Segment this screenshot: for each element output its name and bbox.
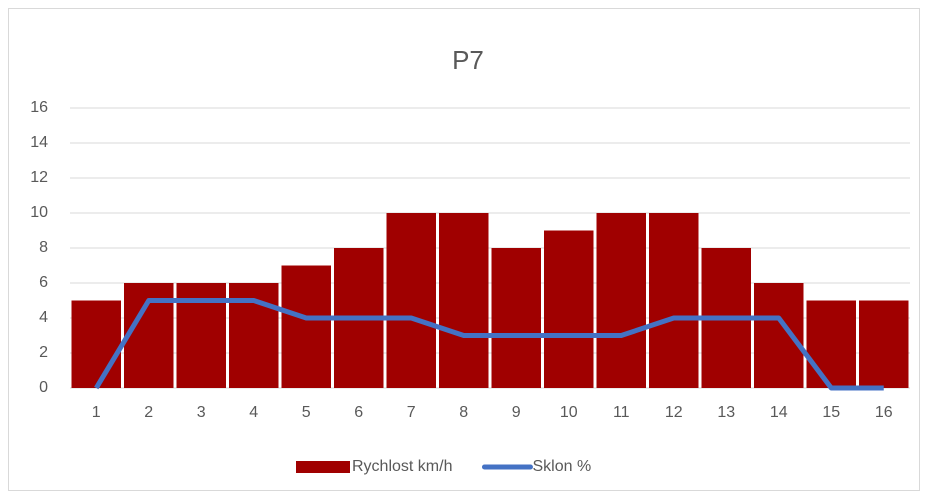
y-tick-label: 0 — [39, 379, 48, 396]
bar — [754, 283, 804, 388]
bar — [806, 300, 856, 388]
chart-title: P7 — [452, 45, 484, 75]
bar — [281, 265, 331, 388]
x-tick-label: 15 — [822, 404, 840, 421]
bar — [491, 248, 541, 388]
x-tick-label: 2 — [144, 404, 153, 421]
x-tick-label: 14 — [770, 404, 788, 421]
bar — [859, 300, 909, 388]
y-tick-label: 16 — [30, 99, 48, 116]
x-tick-label: 6 — [354, 404, 363, 421]
y-tick-label: 8 — [39, 239, 48, 256]
bar — [649, 213, 699, 388]
bar — [596, 213, 646, 388]
x-tick-label: 9 — [512, 404, 521, 421]
legend-swatch — [296, 461, 350, 473]
x-tick-label: 10 — [560, 404, 578, 421]
x-tick-label: 3 — [197, 404, 206, 421]
bar — [386, 213, 436, 388]
bar — [544, 230, 594, 388]
legend-label: Rychlost km/h — [352, 458, 452, 475]
x-tick-label: 4 — [249, 404, 258, 421]
x-tick-label: 13 — [717, 404, 735, 421]
y-tick-label: 6 — [39, 274, 48, 291]
x-tick-label: 8 — [459, 404, 468, 421]
x-tick-label: 5 — [302, 404, 311, 421]
y-tick-label: 4 — [39, 309, 48, 326]
x-tick-label: 16 — [875, 404, 893, 421]
x-tick-label: 7 — [407, 404, 416, 421]
x-tick-label: 12 — [665, 404, 683, 421]
legend-label: Sklon % — [532, 458, 591, 475]
x-tick-label: 11 — [613, 404, 630, 421]
bar — [439, 213, 489, 388]
bar — [71, 300, 121, 388]
y-tick-label: 2 — [39, 344, 48, 361]
x-tick-label: 1 — [92, 404, 101, 421]
y-tick-label: 14 — [30, 134, 48, 151]
line — [94, 298, 884, 391]
y-tick-label: 10 — [30, 204, 48, 221]
y-tick-label: 12 — [30, 169, 48, 186]
